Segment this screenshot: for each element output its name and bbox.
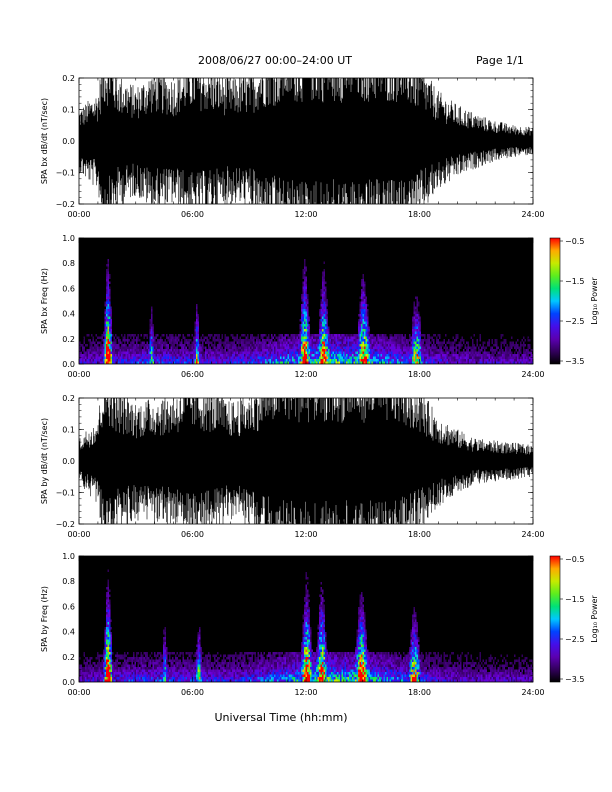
panel-3: 00:00 06:00 12:00 18:00 24:00 0.2 0.1 0.0 −0.1 −0… xyxy=(40,394,545,539)
x-tick-label: 24:00 xyxy=(521,688,544,697)
y-axis-label: SPA bx dB/dt (nT/sec) xyxy=(40,98,49,184)
y-tick-label: 0.1 xyxy=(62,426,75,435)
colorbar-tick-label: −2.5 xyxy=(565,317,584,326)
y-tick-label: 0.6 xyxy=(62,602,75,611)
page-title: 2008/06/27 00:00–24:00 UT xyxy=(198,54,352,67)
x-tick-label: 00:00 xyxy=(67,688,90,697)
panel-4: −0.5 −1.5 −2.5 −3.5 Log₁₀ Power 00:00 06:00 12:… xyxy=(40,552,599,697)
series-line xyxy=(79,398,533,524)
panels: 00:00 06:00 12:00 18:00 24:00 0.2 0.1 0.0 −0.1 −0… xyxy=(40,74,599,697)
y-tick-label: 0.8 xyxy=(62,259,75,268)
page-number: Page 1/1 xyxy=(476,54,524,67)
y-tick-label: 0.1 xyxy=(62,106,75,115)
x-tick-label: 12:00 xyxy=(294,210,317,219)
x-tick-label: 24:00 xyxy=(521,210,544,219)
y-tick-label: 0.8 xyxy=(62,577,75,586)
y-tick-label: −0.1 xyxy=(56,169,75,178)
colorbar-tick-label: −2.5 xyxy=(565,635,584,644)
x-tick-label: 18:00 xyxy=(408,530,431,539)
y-tick-label: −0.1 xyxy=(56,489,75,498)
colorbar-tick-label: −0.5 xyxy=(565,555,584,564)
y-tick-label: 1.0 xyxy=(62,552,75,561)
panel-2: −0.5 −1.5 −2.5 −3.5 Log₁₀ Power 00:00 06:00 12:… xyxy=(40,234,599,379)
x-tick-label: 12:00 xyxy=(294,688,317,697)
x-tick-label: 18:00 xyxy=(408,688,431,697)
x-tick-label: 00:00 xyxy=(67,210,90,219)
y-tick-label: 0.2 xyxy=(62,394,75,403)
y-axis-label: SPA by dB/dt (nT/sec) xyxy=(40,418,49,504)
y-tick-label: 0.2 xyxy=(62,653,75,662)
heatmap-cells xyxy=(79,259,533,364)
x-tick-label: 00:00 xyxy=(67,530,90,539)
heatmap-cells xyxy=(79,569,533,682)
y-tick-label: 0.0 xyxy=(62,678,75,687)
colorbar-tick-label: −3.5 xyxy=(565,357,584,366)
y-tick-label: 0.4 xyxy=(62,628,75,637)
x-tick-label: 00:00 xyxy=(67,370,90,379)
y-tick-label: 0.4 xyxy=(62,310,75,319)
y-tick-label: 1.0 xyxy=(62,234,75,243)
x-tick-label: 18:00 xyxy=(408,210,431,219)
y-tick-label: 0.6 xyxy=(62,284,75,293)
x-tick-label: 06:00 xyxy=(181,210,204,219)
colorbar-tick-label: −1.5 xyxy=(565,277,584,286)
y-tick-label: 0.0 xyxy=(62,137,75,146)
panel-1: 00:00 06:00 12:00 18:00 24:00 0.2 0.1 0.0 −0.1 −0… xyxy=(40,74,545,219)
colorbar-tick-label: −1.5 xyxy=(565,595,584,604)
colorbar-label: Log₁₀ Power xyxy=(590,595,599,643)
colorbar-tick-label: −3.5 xyxy=(565,675,584,684)
y-tick-label: −0.2 xyxy=(56,200,75,209)
x-axis-label: Universal Time (hh:mm) xyxy=(215,711,348,724)
x-tick-label: 18:00 xyxy=(408,370,431,379)
y-tick-label: 0.2 xyxy=(62,74,75,83)
y-tick-label: 0.0 xyxy=(62,457,75,466)
colorbar-tick-label: −0.5 xyxy=(565,237,584,246)
x-tick-label: 12:00 xyxy=(294,370,317,379)
y-axis-label: SPA by Freq (Hz) xyxy=(40,586,49,652)
y-tick-label: 0.2 xyxy=(62,335,75,344)
x-tick-label: 06:00 xyxy=(181,688,204,697)
colorbar xyxy=(549,237,561,365)
y-tick-label: −0.2 xyxy=(56,520,75,529)
x-tick-label: 12:00 xyxy=(294,530,317,539)
x-tick-label: 24:00 xyxy=(521,370,544,379)
colorbar xyxy=(549,555,561,683)
y-axis-label: SPA bx Freq (Hz) xyxy=(40,268,49,334)
x-tick-label: 06:00 xyxy=(181,370,204,379)
x-tick-label: 06:00 xyxy=(181,530,204,539)
y-tick-label: 0.0 xyxy=(62,360,75,369)
colorbar-label: Log₁₀ Power xyxy=(590,277,599,325)
x-tick-label: 24:00 xyxy=(521,530,544,539)
